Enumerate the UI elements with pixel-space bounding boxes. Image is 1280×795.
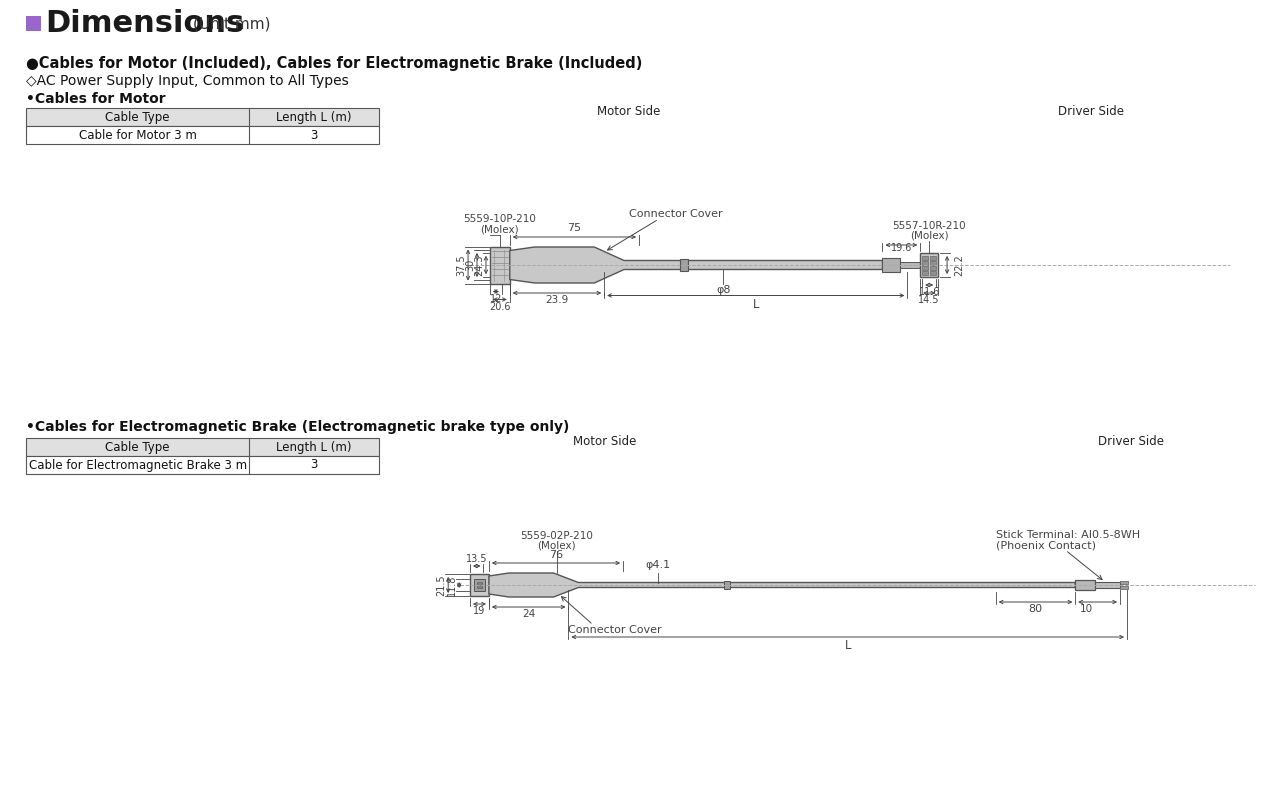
Polygon shape	[509, 247, 882, 283]
Text: φ8: φ8	[717, 285, 731, 294]
Bar	[931, 261, 936, 265]
Text: 11.6: 11.6	[919, 287, 940, 297]
Polygon shape	[489, 573, 1075, 597]
Text: 80: 80	[1028, 604, 1043, 614]
Text: Length L (m): Length L (m)	[276, 440, 352, 453]
Bar	[922, 271, 928, 275]
Bar	[490, 246, 509, 284]
Text: 21.5: 21.5	[436, 574, 447, 595]
Text: (Phoenix Contact): (Phoenix Contact)	[996, 540, 1096, 550]
Bar	[920, 253, 938, 277]
Text: ●Cables for Motor (Included), Cables for Electromagnetic Brake (Included): ●Cables for Motor (Included), Cables for…	[26, 56, 643, 71]
Bar	[26, 16, 41, 31]
Text: 75: 75	[567, 223, 581, 233]
Text: 24.3: 24.3	[474, 254, 484, 276]
Text: •Cables for Motor: •Cables for Motor	[26, 92, 165, 106]
Text: (Molex): (Molex)	[910, 231, 948, 241]
Bar	[26, 108, 379, 126]
Bar	[1075, 580, 1096, 590]
Text: 30: 30	[465, 259, 475, 271]
Text: 19: 19	[474, 606, 485, 616]
Bar	[474, 579, 485, 591]
Text: 22.2: 22.2	[954, 254, 964, 276]
Text: Cable Type: Cable Type	[105, 440, 170, 453]
Text: (Molex): (Molex)	[538, 541, 576, 551]
Text: (Molex): (Molex)	[480, 224, 520, 235]
Text: 12: 12	[490, 293, 502, 304]
Text: Motor Side: Motor Side	[598, 105, 660, 118]
Bar	[477, 582, 483, 588]
Text: 5559-02P-210: 5559-02P-210	[520, 531, 593, 541]
Text: Cable for Electromagnetic Brake 3 m: Cable for Electromagnetic Brake 3 m	[28, 459, 247, 471]
Bar	[882, 258, 900, 272]
Bar	[680, 259, 687, 271]
Bar	[470, 574, 489, 596]
Bar	[922, 261, 928, 265]
Text: Dimensions: Dimensions	[46, 9, 244, 38]
Bar	[1120, 586, 1128, 589]
Text: Cable Type: Cable Type	[105, 111, 170, 123]
Text: 3: 3	[310, 129, 317, 142]
Text: Motor Side: Motor Side	[572, 435, 636, 448]
Text: Connector Cover: Connector Cover	[568, 625, 662, 635]
Text: Stick Terminal: AI0.5-8WH: Stick Terminal: AI0.5-8WH	[996, 530, 1140, 540]
Text: 5557-10R-210: 5557-10R-210	[892, 221, 966, 231]
Text: 23.9: 23.9	[545, 295, 568, 305]
Text: φ4.1: φ4.1	[645, 560, 671, 571]
Bar	[931, 256, 936, 260]
Bar	[1120, 581, 1128, 584]
Text: 5559-10P-210: 5559-10P-210	[463, 215, 536, 224]
Text: Cable for Motor 3 m: Cable for Motor 3 m	[78, 129, 197, 142]
Text: 24: 24	[522, 609, 535, 619]
Text: 76: 76	[549, 550, 563, 560]
Text: 3: 3	[310, 459, 317, 471]
Bar	[26, 456, 379, 474]
Text: 10: 10	[1080, 604, 1093, 614]
Bar	[922, 256, 928, 260]
Text: 37.5: 37.5	[456, 254, 466, 276]
Bar	[26, 126, 379, 144]
Text: Driver Side: Driver Side	[1098, 435, 1164, 448]
Bar	[931, 271, 936, 275]
Bar	[1096, 582, 1120, 588]
Bar	[922, 266, 928, 270]
Text: 20.6: 20.6	[489, 301, 511, 312]
Bar	[26, 438, 379, 456]
Text: 13.5: 13.5	[466, 554, 488, 564]
Text: ◇AC Power Supply Input, Common to All Types: ◇AC Power Supply Input, Common to All Ty…	[26, 74, 348, 88]
Text: •Cables for Electromagnetic Brake (Electromagnetic brake type only): •Cables for Electromagnetic Brake (Elect…	[26, 420, 570, 434]
Text: 14.5: 14.5	[919, 295, 940, 305]
Text: L: L	[753, 297, 759, 311]
Text: 11.8: 11.8	[447, 574, 457, 595]
Text: Connector Cover: Connector Cover	[628, 209, 723, 219]
Text: 19.6: 19.6	[891, 243, 913, 253]
Text: Driver Side: Driver Side	[1059, 105, 1124, 118]
Bar	[900, 262, 920, 268]
Text: L: L	[845, 639, 851, 652]
Bar	[931, 266, 936, 270]
Text: Length L (m): Length L (m)	[276, 111, 352, 123]
Bar	[724, 581, 731, 589]
Text: (Unit mm): (Unit mm)	[193, 16, 270, 31]
